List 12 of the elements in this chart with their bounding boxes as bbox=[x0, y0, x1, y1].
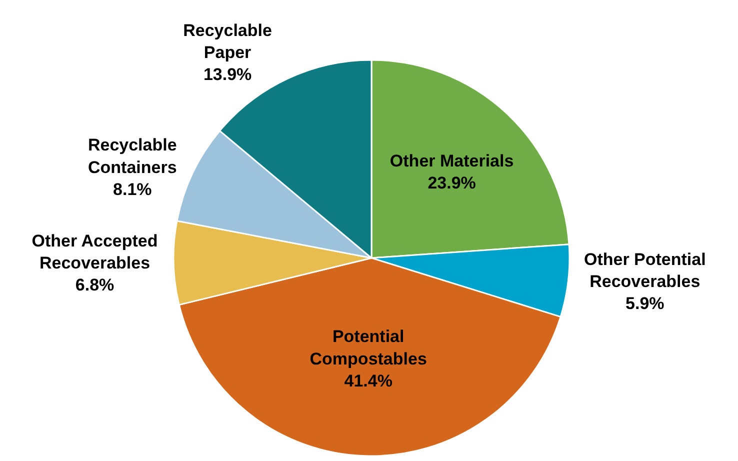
slice-label: Other Potential Recoverables bbox=[584, 250, 706, 291]
slice-label: Recyclable Containers bbox=[88, 136, 177, 177]
slice-label: Recyclable Paper bbox=[183, 21, 272, 62]
slice-label: Potential Compostables bbox=[310, 327, 427, 368]
data-label: 41.4% bbox=[344, 371, 392, 390]
data-label: 13.9% bbox=[203, 65, 252, 84]
slice-label: Other Accepted Recoverables bbox=[32, 231, 158, 272]
slice-label: Other Materials bbox=[390, 151, 514, 170]
data-label: 8.1% bbox=[113, 180, 152, 199]
data-label: 6.8% bbox=[75, 276, 114, 295]
data-label: 5.9% bbox=[626, 294, 664, 313]
data-label: 23.9% bbox=[428, 174, 476, 192]
